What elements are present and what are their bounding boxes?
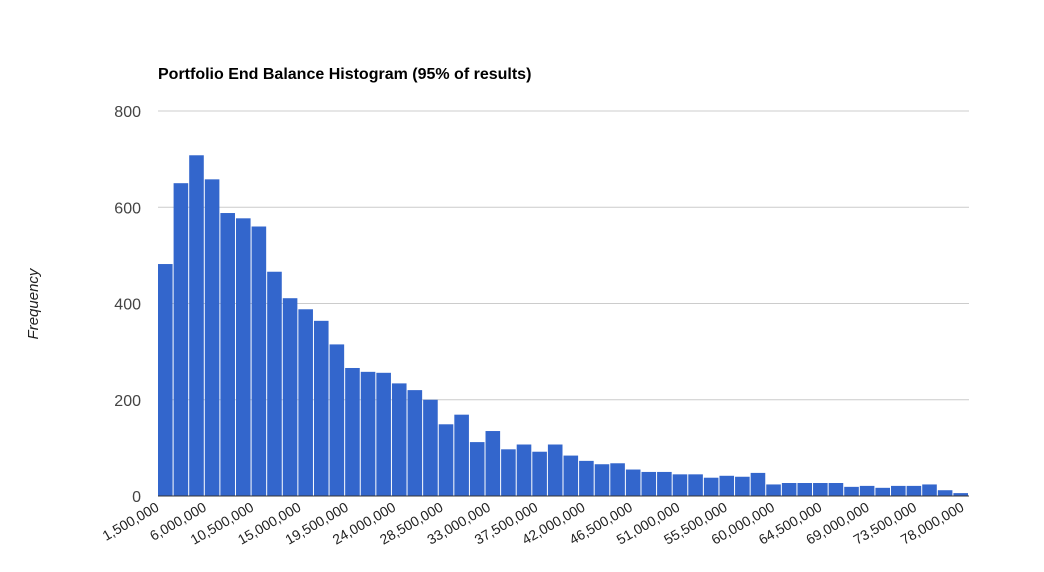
- histogram-bar: [220, 213, 235, 496]
- histogram-bar: [641, 471, 657, 496]
- histogram-bar: [859, 485, 875, 496]
- histogram-bar: [454, 414, 469, 496]
- histogram-bar: [235, 218, 251, 496]
- histogram-bar: [189, 155, 204, 496]
- histogram-bar: [345, 367, 360, 496]
- histogram-bar: [438, 424, 454, 496]
- histogram-bar: [797, 483, 813, 496]
- histogram-bar: [657, 471, 672, 496]
- histogram-bar: [158, 264, 173, 496]
- histogram-bar: [423, 399, 438, 496]
- histogram-bar: [891, 485, 906, 496]
- y-axis-label: Frequency: [25, 267, 42, 339]
- histogram-bar: [501, 449, 516, 496]
- y-axis-ticks: 0 200 400 600 800: [114, 104, 141, 506]
- histogram-bar: [828, 483, 844, 496]
- histogram-bar: [703, 477, 719, 496]
- chart-title: Portfolio End Balance Histogram (95% of …: [158, 66, 531, 83]
- histogram-bar: [781, 483, 797, 496]
- histogram-bar: [594, 464, 610, 496]
- histogram-bar: [766, 484, 781, 496]
- histogram-bar: [719, 475, 735, 496]
- histogram-bar: [282, 298, 298, 496]
- histogram-bar: [625, 469, 641, 496]
- x-axis-ticks: 1,500,0006,000,00010,500,00015,000,00019…: [100, 499, 967, 548]
- histogram-bar: [204, 179, 220, 496]
- histogram-bar: [672, 474, 688, 496]
- histogram-bar: [360, 371, 376, 496]
- histogram-bar: [173, 183, 189, 496]
- histogram-bar: [937, 490, 953, 496]
- histogram-bar: [906, 485, 922, 496]
- y-tick-label: 400: [114, 297, 141, 314]
- histogram-bar: [469, 442, 485, 496]
- y-tick-label: 0: [132, 489, 141, 506]
- histogram-bar: [376, 372, 391, 496]
- histogram-bar: [844, 486, 859, 496]
- histogram-bar: [547, 444, 563, 496]
- histogram-bar: [688, 474, 703, 496]
- histogram-bar: [610, 463, 625, 496]
- histogram-bar: [953, 493, 968, 496]
- histogram-bar: [251, 226, 267, 496]
- y-tick-label: 200: [114, 393, 141, 410]
- histogram-bar: [298, 309, 313, 496]
- histogram-bar: [329, 344, 345, 496]
- histogram-bar: [875, 487, 891, 496]
- histogram-bar: [485, 431, 501, 496]
- histogram-bar: [313, 320, 329, 496]
- bars: [158, 155, 968, 496]
- histogram-bar: [813, 483, 828, 496]
- histogram-bar: [391, 383, 407, 496]
- y-tick-label: 800: [114, 104, 141, 121]
- histogram-bar: [922, 484, 937, 496]
- histogram-bar: [563, 455, 579, 496]
- histogram-bar: [735, 476, 750, 496]
- histogram-bar: [407, 390, 423, 496]
- histogram-bar: [516, 444, 532, 496]
- histogram-bar: [267, 271, 282, 496]
- histogram-bar: [750, 472, 766, 496]
- histogram-bar: [579, 460, 594, 496]
- y-tick-label: 600: [114, 200, 141, 217]
- histogram-bar: [532, 451, 547, 496]
